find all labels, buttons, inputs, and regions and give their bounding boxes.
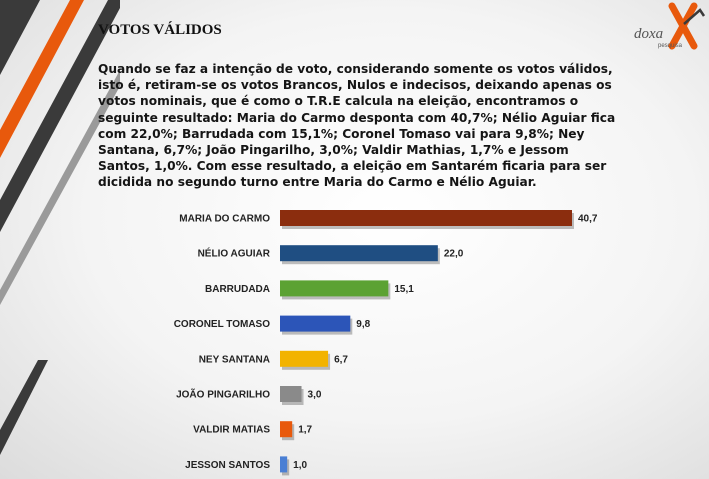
chart-layer: MARIA DO CARMO 40,7 NÉLIO AGUIAR 22,0 BARRUD… bbox=[174, 210, 598, 476]
value-label: 1,0 bbox=[293, 460, 307, 471]
bar bbox=[280, 315, 351, 332]
stripe-orange bbox=[0, 0, 84, 158]
decorative-stripes bbox=[0, 0, 120, 455]
bar bbox=[280, 386, 302, 402]
value-label: 40,7 bbox=[578, 214, 598, 225]
bar bbox=[280, 245, 438, 262]
bar bbox=[280, 421, 293, 438]
description-paragraph: Quando se faz a intenção de voto, consid… bbox=[98, 62, 616, 190]
category-label: NEY SANTANA bbox=[199, 354, 270, 365]
bar bbox=[280, 280, 389, 297]
category-label: JOÃO PINGARILHO bbox=[176, 388, 270, 401]
doxa-logo: doxa pesquisa bbox=[634, 2, 706, 50]
value-label: 3,0 bbox=[308, 390, 322, 401]
value-label: 6,7 bbox=[334, 354, 348, 365]
stripe-dark-wide bbox=[0, 0, 120, 232]
category-label: CORONEL TOMASO bbox=[174, 319, 271, 330]
stripe-gray bbox=[0, 70, 120, 305]
value-label: 22,0 bbox=[444, 249, 464, 260]
category-label: BARRUDADA bbox=[205, 284, 270, 295]
bar bbox=[280, 456, 288, 473]
value-label: 9,8 bbox=[356, 319, 370, 330]
logo-arrow bbox=[683, 8, 706, 25]
category-label: MARIA DO CARMO bbox=[179, 214, 270, 225]
logo-sub: pesquisa bbox=[658, 43, 683, 49]
page-title: VOTOS VÁLIDOS bbox=[98, 22, 222, 38]
bar bbox=[280, 210, 572, 226]
category-label: VALDIR MATIAS bbox=[193, 425, 270, 436]
bar bbox=[280, 350, 329, 367]
value-label: 1,7 bbox=[298, 425, 312, 436]
logo-x-mark bbox=[668, 2, 698, 50]
logo-brand: doxa bbox=[634, 26, 663, 42]
value-label: 15,1 bbox=[394, 284, 414, 295]
stripe-dark-lower bbox=[0, 360, 48, 455]
category-label: JESSON SANTOS bbox=[185, 460, 270, 471]
stripe-dark bbox=[0, 0, 40, 75]
category-label: NÉLIO AGUIAR bbox=[198, 247, 271, 260]
